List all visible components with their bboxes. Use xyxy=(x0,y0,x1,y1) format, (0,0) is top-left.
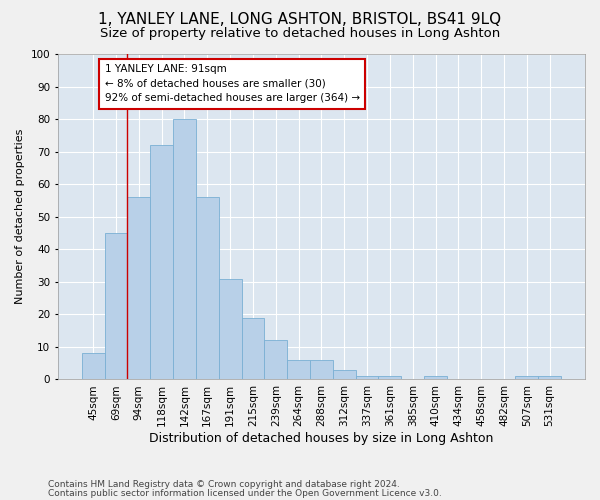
Bar xyxy=(127,197,150,380)
Bar xyxy=(356,376,379,380)
Bar xyxy=(333,370,356,380)
Bar xyxy=(82,354,104,380)
Bar xyxy=(196,197,219,380)
X-axis label: Distribution of detached houses by size in Long Ashton: Distribution of detached houses by size … xyxy=(149,432,494,445)
Bar xyxy=(515,376,538,380)
Bar xyxy=(265,340,287,380)
Bar xyxy=(219,278,242,380)
Bar xyxy=(310,360,333,380)
Text: 1, YANLEY LANE, LONG ASHTON, BRISTOL, BS41 9LQ: 1, YANLEY LANE, LONG ASHTON, BRISTOL, BS… xyxy=(98,12,502,28)
Bar xyxy=(287,360,310,380)
Text: Size of property relative to detached houses in Long Ashton: Size of property relative to detached ho… xyxy=(100,28,500,40)
Bar xyxy=(379,376,401,380)
Bar xyxy=(104,233,127,380)
Bar xyxy=(242,318,265,380)
Text: Contains public sector information licensed under the Open Government Licence v3: Contains public sector information licen… xyxy=(48,488,442,498)
Bar xyxy=(424,376,447,380)
Text: 1 YANLEY LANE: 91sqm
← 8% of detached houses are smaller (30)
92% of semi-detach: 1 YANLEY LANE: 91sqm ← 8% of detached ho… xyxy=(104,64,360,104)
Bar xyxy=(538,376,561,380)
Bar xyxy=(150,145,173,380)
Y-axis label: Number of detached properties: Number of detached properties xyxy=(15,129,25,304)
Text: Contains HM Land Registry data © Crown copyright and database right 2024.: Contains HM Land Registry data © Crown c… xyxy=(48,480,400,489)
Bar xyxy=(173,119,196,380)
